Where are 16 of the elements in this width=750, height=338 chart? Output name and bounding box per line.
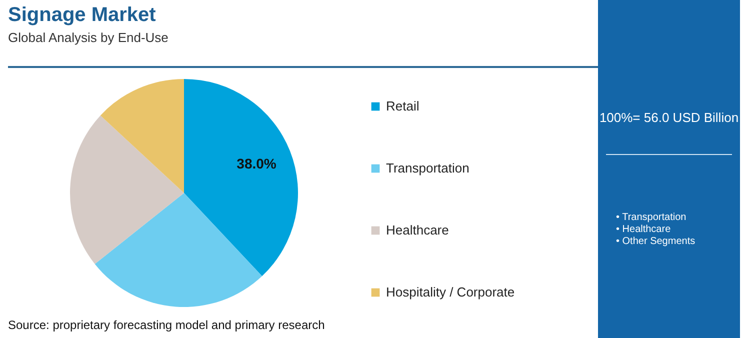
text: • Transportation	[616, 212, 688, 224]
data-label: 38.0%	[236, 155, 277, 172]
source-note: Source: proprietary forecasting model and primary research	[8, 318, 325, 332]
pie-slice	[94, 193, 262, 307]
legend-label: Hospitality / Corporate	[386, 284, 515, 300]
text: 100%= 56.0 USD Billion	[598, 110, 740, 125]
legend-label: Healthcare	[386, 222, 449, 238]
legend-label: Retail	[386, 98, 420, 114]
text: • Other Segments	[616, 236, 696, 248]
chart-title: Signage Market	[8, 4, 156, 27]
pie-slice	[70, 115, 184, 264]
chart-subtitle: Global Analysis by End-Use	[8, 30, 168, 45]
pie-slice	[100, 79, 184, 193]
pie-slice	[184, 79, 298, 276]
legend-label: Transportation	[386, 160, 470, 176]
text: • Healthcare	[616, 224, 672, 236]
